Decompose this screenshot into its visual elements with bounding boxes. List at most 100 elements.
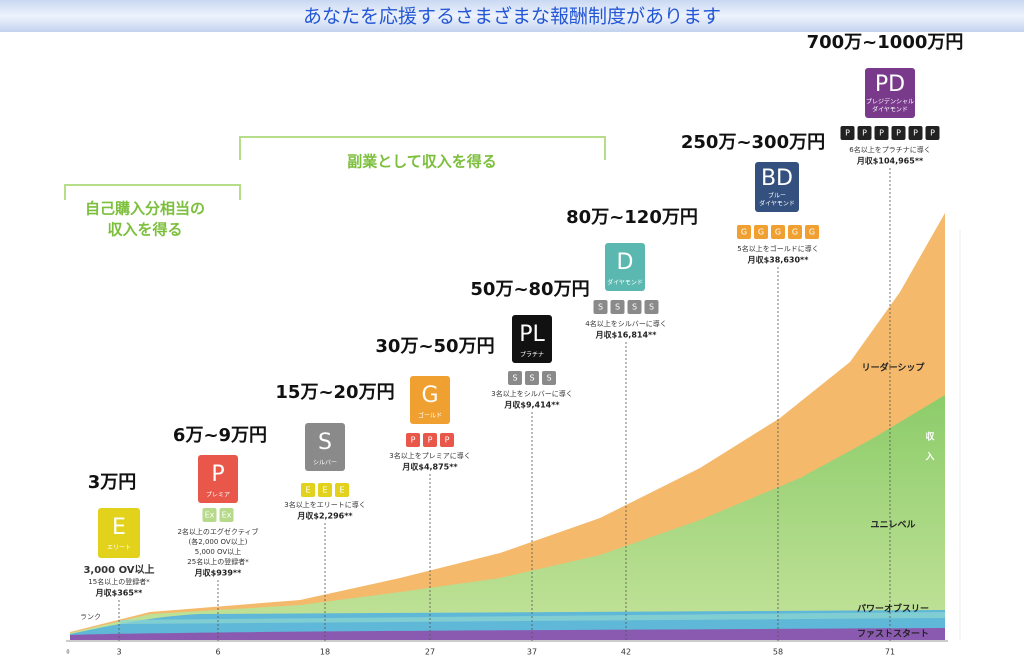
requirement-badge xyxy=(627,300,642,314)
area-faststart xyxy=(70,628,945,640)
rank-note: 5名以上をゴールドに導く xyxy=(737,244,818,253)
requirement-badge xyxy=(440,433,454,447)
rank-monthly: 月収$16,814** xyxy=(595,330,658,340)
requirement-badge xyxy=(644,300,659,314)
requirement-badge xyxy=(908,126,923,140)
x-tick-label: 18 xyxy=(320,648,330,657)
rank-code: E xyxy=(112,515,126,540)
self-label: 自己購入分相当の xyxy=(85,200,205,218)
rank-name: ダイヤモンド xyxy=(872,106,908,114)
x-tick-label: 58 xyxy=(773,648,783,657)
requirement-badge xyxy=(925,126,940,140)
area-band xyxy=(120,612,945,624)
rank-code: S xyxy=(318,430,332,455)
requirement-badge xyxy=(840,126,855,140)
requirement-code: P xyxy=(913,129,918,138)
axis-label: 収 xyxy=(925,431,935,443)
requirement-code: S xyxy=(512,374,517,383)
requirement-code: S xyxy=(649,303,654,312)
rank-income: 80万~120万円 xyxy=(566,207,698,228)
rank-name: ゴールド xyxy=(418,412,442,420)
requirement-code: Ex xyxy=(222,511,232,520)
rank-income: 3万円 xyxy=(88,472,137,493)
requirement-badge xyxy=(219,508,234,522)
rank-income: 250万~300万円 xyxy=(681,132,825,153)
requirement-code: E xyxy=(322,486,327,495)
rank-name: シルバー xyxy=(313,460,337,467)
requirement-code: P xyxy=(879,129,884,138)
x-tick-label: 71 xyxy=(885,648,895,657)
rank-note: 2名以上のエグゼクティブ xyxy=(177,527,258,536)
requirement-badge xyxy=(525,371,539,385)
self-bracket xyxy=(64,184,241,200)
rank-name: プレミア xyxy=(206,492,230,499)
rank-name: エリート xyxy=(107,545,131,552)
side-bracket xyxy=(239,136,606,160)
header-bar xyxy=(0,0,1024,32)
layer-label: パワーオブスリー xyxy=(857,603,929,615)
rank-note: 3名以上をプレミアに導く xyxy=(389,451,470,460)
requirement-badge xyxy=(423,433,437,447)
rank-name: プラチナ xyxy=(520,352,544,359)
requirement-badge xyxy=(542,371,556,385)
rank-note: 15名以上の登録者* xyxy=(88,577,150,586)
requirement-badge xyxy=(874,126,889,140)
rank-note: 25名以上の登録者* xyxy=(187,557,249,566)
rank-code: BD xyxy=(761,166,793,191)
rank-code: PL xyxy=(519,322,545,347)
requirement-badge xyxy=(805,225,819,239)
rank-monthly: 月収$104,965** xyxy=(856,156,924,166)
requirement-code: Ex xyxy=(205,511,215,520)
rank-badge xyxy=(98,508,140,558)
rank-badge xyxy=(512,315,552,363)
axis-label: 入 xyxy=(924,452,934,463)
requirement-badge xyxy=(737,225,751,239)
rank-note: 3,000 OV以上 xyxy=(83,563,154,576)
rank-code: P xyxy=(211,462,224,487)
x-tick-label: 37 xyxy=(527,648,537,657)
requirement-code: P xyxy=(445,436,450,445)
requirement-badge xyxy=(508,371,522,385)
row-label: ランク xyxy=(80,613,101,621)
rank-income: 15万~20万円 xyxy=(275,382,394,403)
requirement-code: G xyxy=(775,228,781,237)
rank-badge xyxy=(410,376,450,424)
requirement-badge xyxy=(754,225,768,239)
rank-monthly: 月収$365** xyxy=(95,588,143,598)
rank-name: ダイヤモンド xyxy=(759,200,795,208)
rank-monthly: 月収$9,414** xyxy=(503,400,560,410)
requirement-badge xyxy=(335,483,349,497)
self-label: 収入を得る xyxy=(107,221,182,239)
area-unilevel xyxy=(70,395,945,640)
rank-note: 4名以上をシルバーに導く xyxy=(585,319,666,328)
x-tick-label: 0 xyxy=(66,650,69,656)
requirement-badge xyxy=(593,300,608,314)
requirement-code: G xyxy=(809,228,815,237)
rank-badge xyxy=(605,243,645,291)
rank-note: (各2,000 OV以上) xyxy=(189,537,248,546)
side-label: 副業として収入を得る xyxy=(347,153,497,171)
requirement-badge xyxy=(610,300,625,314)
requirement-badge xyxy=(318,483,332,497)
requirement-badge xyxy=(788,225,802,239)
requirement-badge xyxy=(857,126,872,140)
requirement-badge xyxy=(771,225,785,239)
rank-income: 30万~50万円 xyxy=(375,336,494,357)
rank-monthly: 月収$4,875** xyxy=(401,462,458,472)
requirement-code: S xyxy=(615,303,620,312)
header-title: あなたを応援するさまざまな報酬制度があります xyxy=(303,5,721,28)
requirement-code: E xyxy=(339,486,344,495)
rank-income: 50万~80万円 xyxy=(470,279,589,300)
requirement-badge xyxy=(301,483,315,497)
x-tick-label: 27 xyxy=(425,648,435,657)
layer-label: ファストスタート xyxy=(857,628,929,640)
requirement-badge xyxy=(202,508,217,522)
requirement-code: P xyxy=(930,129,935,138)
x-tick-label: 3 xyxy=(116,648,121,657)
requirement-code: E xyxy=(305,486,310,495)
rank-income: 700万~1000万円 xyxy=(807,32,964,53)
rank-note: 3名以上をシルバーに導く xyxy=(491,389,572,398)
requirement-code: S xyxy=(546,374,551,383)
